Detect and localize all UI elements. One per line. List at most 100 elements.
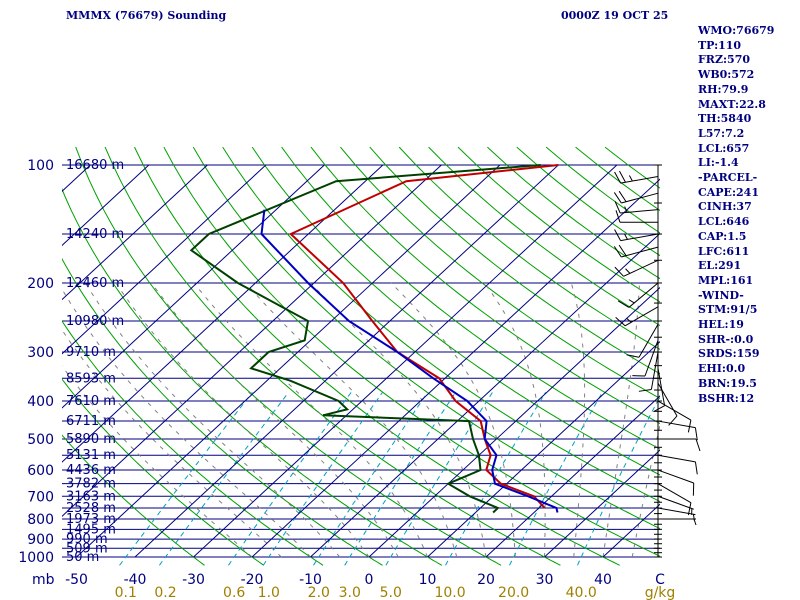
pressure-label: 700 — [27, 489, 54, 505]
mixing-ratio-label: 10.0 — [434, 585, 465, 600]
wind-barb — [657, 420, 698, 441]
isotherm-line — [310, 232, 660, 558]
stat-item: -WIND- — [698, 288, 744, 302]
pressure-label: 600 — [27, 463, 54, 479]
dry-adiabats — [62, 146, 660, 566]
stat-item: MPL:161 — [698, 273, 754, 287]
stat-item: TH:5840 — [698, 112, 752, 126]
pressure-label: 100 — [27, 158, 54, 174]
wind-barb-flag — [668, 415, 678, 426]
height-label: 9710 m — [66, 345, 116, 360]
dewpoint-trace — [189, 164, 541, 514]
stat-item: BSHR:12 — [698, 391, 755, 405]
wind-barb — [657, 469, 695, 496]
wind-barb — [657, 454, 698, 475]
wind-barb-flag — [618, 190, 627, 202]
wind-barb-flag — [638, 388, 652, 392]
height-label: 14240 m — [66, 227, 124, 242]
stat-item: TP:110 — [698, 38, 742, 52]
temperature-tick-label: 30 — [536, 572, 554, 588]
dry-adiabat — [340, 146, 660, 399]
wind-barb-shaft — [638, 324, 659, 358]
isotherm-line — [544, 449, 660, 558]
height-label: 3163 m — [66, 489, 116, 504]
stat-item: WMO:76679 — [698, 24, 775, 37]
wind-barbs — [613, 164, 701, 558]
height-label: 3782 m — [66, 477, 116, 492]
dry-adiabat — [222, 146, 660, 503]
wind-barb — [657, 382, 678, 426]
stat-item: HEL:19 — [698, 318, 744, 332]
pressure-label: 300 — [27, 345, 54, 361]
dry-adiabat — [62, 257, 383, 566]
wind-barb-half-flag — [624, 206, 628, 213]
wind-barb — [632, 340, 659, 377]
stat-item: CAPE:241 — [698, 185, 759, 199]
wind-barb-flag — [694, 461, 698, 475]
moist-adiabat — [151, 282, 399, 558]
sounding-traces — [189, 164, 559, 514]
wind-barb-shaft — [624, 306, 659, 327]
temperature-tick-label: 10 — [419, 572, 437, 588]
wind-barb-flag — [618, 244, 627, 256]
wind-barb-shaft — [657, 483, 692, 504]
dry-adiabat — [62, 434, 205, 566]
temperature-tick-label: 0 — [365, 572, 374, 588]
mixing-ratio-line — [445, 392, 547, 566]
mixing-ratio-label: 1.0 — [258, 585, 280, 600]
isotherm-line — [193, 164, 618, 558]
wind-barb-half-flag — [628, 175, 633, 182]
mixing-ratio-unit-label: g/kg — [645, 585, 676, 600]
temperature-tick-label: -50 — [65, 572, 88, 588]
mixing-ratio-line — [577, 395, 660, 566]
stat-item: L57:7.2 — [698, 126, 745, 140]
mixing-ratio-label: 2.0 — [308, 585, 330, 600]
wind-barb-flag — [613, 192, 622, 204]
height-label: 509 m — [66, 541, 108, 556]
wind-barb-flag — [615, 210, 621, 223]
wind-barb — [615, 306, 659, 327]
height-label: 990 m — [66, 532, 108, 547]
isotherm-lines — [62, 164, 660, 558]
wind-barb — [658, 438, 701, 452]
mixing-ratio-label: 20.0 — [498, 585, 529, 600]
wind-barb-flag — [614, 266, 624, 277]
mixing-ratio-line — [159, 391, 290, 566]
height-label: 1973 m — [66, 512, 116, 527]
temperature-tick-label: 20 — [477, 572, 495, 588]
isotherm-line — [485, 395, 660, 558]
isotherm-line — [251, 178, 660, 558]
stat-item: CAP:1.5 — [698, 229, 747, 243]
height-label: 16680 m — [66, 158, 124, 173]
height-label: 10980 m — [66, 314, 124, 329]
height-label: 2528 m — [66, 501, 116, 516]
dry-adiabat — [163, 146, 660, 557]
wind-barb-flag — [695, 438, 701, 452]
stat-item: LCL:657 — [698, 141, 750, 155]
stat-item: EL:291 — [698, 259, 742, 273]
temperature-tick-label: 40 — [594, 572, 612, 588]
height-label: 7610 m — [66, 394, 116, 409]
wind-barb-shaft — [657, 400, 692, 421]
dry-adiabat — [75, 146, 502, 566]
mixing-ratio-label: 40.0 — [566, 585, 597, 600]
isotherm-line — [62, 164, 150, 247]
dry-adiabat — [398, 146, 660, 351]
mixing-ratio-line — [385, 392, 493, 566]
wind-barb-flag — [619, 170, 626, 183]
moist-adiabat — [115, 282, 370, 558]
wind-barb-shaft — [650, 351, 659, 390]
wind-barb-shaft — [623, 259, 659, 277]
mixing-ratio-line — [262, 392, 383, 566]
wind-barb — [657, 400, 692, 433]
mixing-ratio-line — [313, 392, 429, 566]
wind-barb — [638, 351, 659, 392]
wind-barb-half-flag — [628, 299, 635, 304]
wind-barb — [613, 190, 659, 204]
height-label: 5890 m — [66, 432, 116, 447]
isotherm-line — [368, 286, 660, 558]
wind-barb — [657, 483, 692, 516]
stat-item: EHI:0.0 — [698, 362, 746, 376]
